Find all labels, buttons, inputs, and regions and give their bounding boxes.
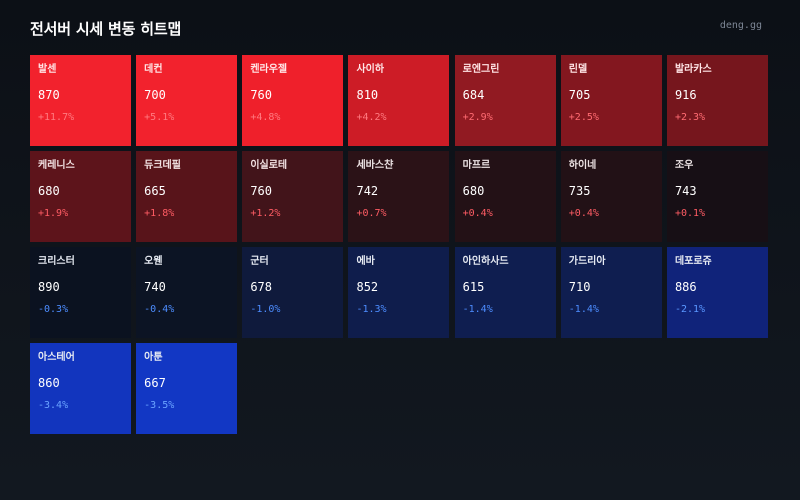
server-cell[interactable]: 크리스터 890 -0.3% xyxy=(30,247,131,338)
price-change: -2.1% xyxy=(674,304,706,315)
price-change: +1.8% xyxy=(144,208,175,219)
server-price: 916 xyxy=(674,88,697,102)
server-cell[interactable]: 조우 743 +0.1% xyxy=(666,151,768,242)
price-change: +0.4% xyxy=(568,208,599,219)
price-change: +0.4% xyxy=(462,208,493,219)
price-change: +2.9% xyxy=(462,112,493,123)
price-change: -3.4% xyxy=(38,400,69,411)
server-name: 이실로테 xyxy=(250,160,288,171)
server-price: 710 xyxy=(568,280,591,294)
server-cell[interactable]: 발센 870 +11.7% xyxy=(30,55,131,146)
server-name: 켄라우젤 xyxy=(250,64,288,75)
page-title: 전서버 시세 변동 히트맵 xyxy=(30,20,182,38)
server-price: 860 xyxy=(38,376,60,390)
server-price: 742 xyxy=(356,184,379,198)
server-name: 발센 xyxy=(38,64,57,75)
server-cell[interactable]: 세바스챤 742 +0.7% xyxy=(348,151,450,242)
server-name: 데포로쥬 xyxy=(674,256,712,267)
server-name: 아스테어 xyxy=(38,352,75,363)
price-change: -0.4% xyxy=(144,304,175,315)
price-change: +11.7% xyxy=(38,112,75,123)
server-cell[interactable]: 듀크데필 665 +1.8% xyxy=(136,151,238,242)
server-cell[interactable]: 사이하 810 +4.2% xyxy=(348,55,450,146)
server-price: 667 xyxy=(144,376,166,390)
server-price: 700 xyxy=(144,88,166,102)
server-name: 발라카스 xyxy=(674,64,712,75)
server-name: 아인하사드 xyxy=(462,256,509,267)
server-name: 군터 xyxy=(250,256,269,267)
server-name: 로엔그린 xyxy=(462,64,500,75)
server-name: 오웬 xyxy=(144,256,163,267)
server-name: 가드리아 xyxy=(568,256,606,267)
server-price: 870 xyxy=(38,88,60,102)
price-change: +4.8% xyxy=(250,112,281,123)
price-change: +5.1% xyxy=(144,112,175,123)
price-change: +0.1% xyxy=(674,208,706,219)
server-price: 684 xyxy=(462,88,485,102)
price-change: -1.3% xyxy=(356,304,387,315)
server-price: 852 xyxy=(356,280,379,294)
server-name: 에바 xyxy=(356,256,375,267)
price-change: -1.4% xyxy=(462,304,493,315)
server-name: 아툰 xyxy=(144,352,163,363)
server-name: 마프르 xyxy=(462,160,491,171)
server-name: 조우 xyxy=(674,160,694,171)
server-name: 케레니스 xyxy=(38,160,75,171)
server-cell[interactable]: 켄라우젤 760 +4.8% xyxy=(242,55,344,146)
server-name: 린델 xyxy=(568,64,588,75)
server-cell[interactable]: 가드리아 710 -1.4% xyxy=(560,247,662,338)
heatmap-grid: 발센 870 +11.7% 데컨 700 +5.1% 켄라우젤 760 +4.8% 사이하 810 +… xyxy=(30,55,768,434)
price-change: -1.0% xyxy=(250,304,281,315)
server-name: 세바스챤 xyxy=(356,160,394,171)
server-price: 678 xyxy=(250,280,272,294)
price-change: +1.9% xyxy=(38,208,69,219)
server-name: 하이네 xyxy=(568,160,597,171)
server-name: 듀크데필 xyxy=(144,160,181,171)
server-price: 735 xyxy=(568,184,591,198)
server-cell[interactable]: 이실로테 760 +1.2% xyxy=(242,151,344,242)
price-change: +2.3% xyxy=(674,112,706,123)
server-price: 680 xyxy=(462,184,485,198)
server-cell[interactable]: 아인하사드 615 -1.4% xyxy=(454,247,556,338)
server-price: 680 xyxy=(38,184,60,198)
server-price: 890 xyxy=(38,280,60,294)
server-cell[interactable]: 하이네 735 +0.4% xyxy=(560,151,662,242)
server-price: 760 xyxy=(250,184,272,198)
price-change: +0.7% xyxy=(356,208,387,219)
brand-label: deng.gg xyxy=(719,20,762,31)
server-cell[interactable]: 에바 852 -1.3% xyxy=(348,247,450,338)
server-cell[interactable]: 군터 678 -1.0% xyxy=(242,247,344,338)
price-change: +2.5% xyxy=(568,112,599,123)
server-cell[interactable]: 케레니스 680 +1.9% xyxy=(30,151,131,242)
server-cell[interactable]: 오웬 740 -0.4% xyxy=(136,247,238,338)
server-name: 데컨 xyxy=(144,64,163,75)
price-change: -3.5% xyxy=(144,400,175,411)
server-name: 크리스터 xyxy=(38,256,75,267)
server-cell[interactable]: 발라카스 916 +2.3% xyxy=(666,55,768,146)
server-price: 665 xyxy=(144,184,166,198)
server-price: 743 xyxy=(674,184,697,198)
server-cell[interactable]: 데포로쥬 886 -2.1% xyxy=(666,247,768,338)
server-price: 615 xyxy=(462,280,485,294)
server-cell[interactable]: 린델 705 +2.5% xyxy=(560,55,662,146)
price-change: +1.2% xyxy=(250,208,281,219)
price-change: -1.4% xyxy=(568,304,599,315)
price-change: -0.3% xyxy=(38,304,69,315)
server-cell[interactable]: 마프르 680 +0.4% xyxy=(454,151,556,242)
server-price: 886 xyxy=(674,280,697,294)
server-name: 사이하 xyxy=(356,64,385,75)
server-price: 705 xyxy=(568,88,591,102)
price-change: +4.2% xyxy=(356,112,387,123)
server-cell[interactable]: 로엔그린 684 +2.9% xyxy=(454,55,556,146)
server-price: 740 xyxy=(144,280,166,294)
server-price: 810 xyxy=(356,88,379,102)
server-cell[interactable]: 아스테어 860 -3.4% xyxy=(30,343,131,434)
server-price: 760 xyxy=(250,88,272,102)
server-cell[interactable]: 아툰 667 -3.5% xyxy=(136,343,238,434)
server-cell[interactable]: 데컨 700 +5.1% xyxy=(136,55,238,146)
